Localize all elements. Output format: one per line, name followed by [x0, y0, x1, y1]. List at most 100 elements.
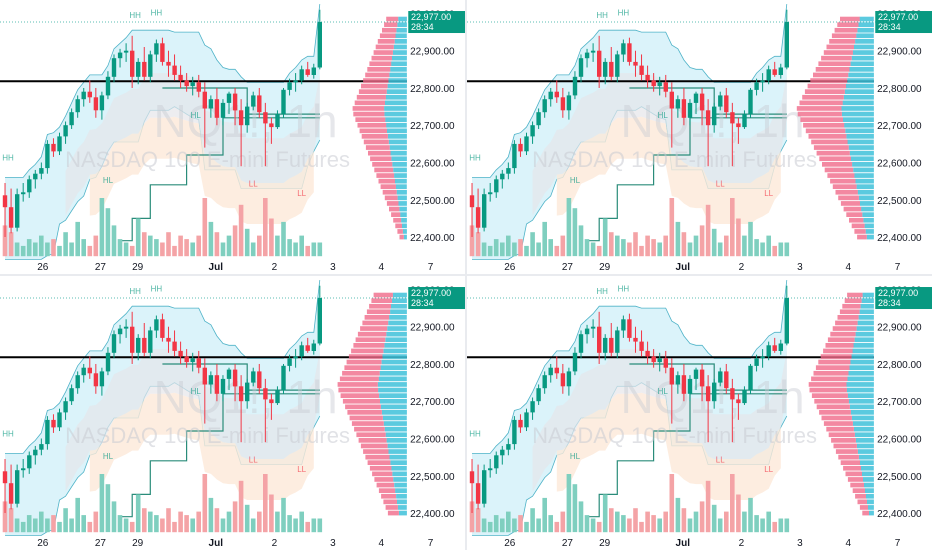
candle-body[interactable]: [106, 353, 110, 372]
candle-body[interactable]: [178, 75, 182, 81]
candle-body[interactable]: [88, 92, 92, 98]
candle-body[interactable]: [166, 338, 170, 342]
candle-body[interactable]: [269, 123, 273, 127]
candle-body[interactable]: [221, 379, 225, 394]
candle-body[interactable]: [154, 319, 158, 330]
candle-body[interactable]: [506, 168, 510, 174]
candle-body[interactable]: [106, 77, 110, 96]
candle-body[interactable]: [658, 358, 662, 362]
candle-body[interactable]: [130, 327, 134, 353]
candle-body[interactable]: [63, 125, 67, 136]
candle-body[interactable]: [15, 470, 19, 504]
candle-body[interactable]: [567, 371, 571, 386]
candle-body[interactable]: [555, 368, 559, 374]
candle-body[interactable]: [543, 99, 547, 112]
candle-body[interactable]: [555, 92, 559, 98]
candle-body[interactable]: [754, 82, 758, 90]
candle-body[interactable]: [591, 327, 595, 329]
candle-body[interactable]: [500, 450, 504, 456]
candle-body[interactable]: [118, 329, 122, 335]
candle-body[interactable]: [76, 375, 80, 388]
candle-body[interactable]: [670, 92, 674, 109]
candle-body[interactable]: [591, 51, 595, 53]
candle-body[interactable]: [718, 371, 722, 382]
candle-body[interactable]: [688, 103, 692, 118]
candle-body[interactable]: [603, 338, 607, 353]
candle-body[interactable]: [760, 357, 764, 359]
candle-body[interactable]: [263, 112, 267, 123]
candle-body[interactable]: [676, 99, 680, 108]
candle-body[interactable]: [15, 194, 19, 228]
candle-body[interactable]: [3, 471, 7, 483]
candle-body[interactable]: [597, 51, 601, 77]
candle-body[interactable]: [233, 94, 237, 111]
candle-body[interactable]: [524, 136, 528, 151]
candle-body[interactable]: [621, 319, 625, 330]
candle-body[interactable]: [51, 420, 55, 428]
candle-body[interactable]: [767, 69, 771, 80]
candle-body[interactable]: [742, 114, 746, 127]
candle-body[interactable]: [69, 388, 73, 401]
candle-body[interactable]: [609, 338, 613, 353]
candle-body[interactable]: [785, 22, 789, 68]
candle-body[interactable]: [215, 375, 219, 394]
candle-body[interactable]: [724, 95, 728, 112]
candle-body[interactable]: [530, 125, 534, 136]
candle-body[interactable]: [76, 99, 80, 112]
candle-body[interactable]: [275, 114, 279, 127]
candle-body[interactable]: [682, 375, 686, 394]
candle-body[interactable]: [470, 471, 474, 483]
candle-body[interactable]: [197, 358, 201, 367]
candle-body[interactable]: [500, 174, 504, 180]
candle-body[interactable]: [27, 455, 31, 468]
candle-body[interactable]: [94, 373, 98, 386]
candle-body[interactable]: [178, 351, 182, 357]
candle-body[interactable]: [567, 95, 571, 110]
candle-body[interactable]: [21, 468, 25, 470]
candle-body[interactable]: [39, 444, 43, 450]
candle-body[interactable]: [470, 195, 474, 207]
candle-body[interactable]: [57, 136, 61, 151]
candle-body[interactable]: [191, 358, 195, 362]
candle-body[interactable]: [760, 81, 764, 83]
candle-body[interactable]: [227, 370, 231, 379]
candle-body[interactable]: [645, 75, 649, 81]
candle-body[interactable]: [185, 81, 189, 87]
candle-body[interactable]: [482, 470, 486, 504]
candle-body[interactable]: [700, 370, 704, 387]
candle-body[interactable]: [773, 345, 777, 351]
candle-body[interactable]: [700, 94, 704, 111]
candle-body[interactable]: [476, 483, 480, 504]
candle-body[interactable]: [476, 207, 480, 228]
candle-body[interactable]: [694, 94, 698, 103]
candle-body[interactable]: [785, 298, 789, 344]
candle-body[interactable]: [652, 81, 656, 87]
candle-body[interactable]: [676, 375, 680, 384]
chart-panel-bottom-right[interactable]: NQ1!, 1h NASDAQ 100 E-mini Futures HH HH HL H…: [467, 276, 932, 550]
candle-body[interactable]: [712, 107, 716, 126]
candle-body[interactable]: [245, 383, 249, 402]
candle-body[interactable]: [100, 95, 104, 110]
candle-body[interactable]: [172, 66, 176, 75]
candle-body[interactable]: [712, 383, 716, 402]
candle-body[interactable]: [239, 386, 243, 401]
candle-body[interactable]: [488, 192, 492, 194]
candle-body[interactable]: [549, 368, 553, 376]
candle-body[interactable]: [561, 97, 565, 110]
candle-body[interactable]: [269, 399, 273, 403]
candle-body[interactable]: [585, 329, 589, 335]
candle-body[interactable]: [88, 368, 92, 374]
candle-body[interactable]: [82, 368, 86, 376]
candle-body[interactable]: [233, 370, 237, 387]
chart-panel-bottom-left[interactable]: NQ1!, 1h NASDAQ 100 E-mini Futures HH HH HL H…: [0, 276, 465, 550]
candle-body[interactable]: [82, 92, 86, 100]
candle-body[interactable]: [718, 95, 722, 106]
candle-body[interactable]: [203, 368, 207, 385]
candle-body[interactable]: [633, 62, 637, 66]
candle-body[interactable]: [124, 51, 128, 53]
candle-body[interactable]: [627, 43, 631, 62]
candle-body[interactable]: [579, 58, 583, 77]
candle-body[interactable]: [779, 344, 783, 352]
candle-body[interactable]: [239, 110, 243, 125]
